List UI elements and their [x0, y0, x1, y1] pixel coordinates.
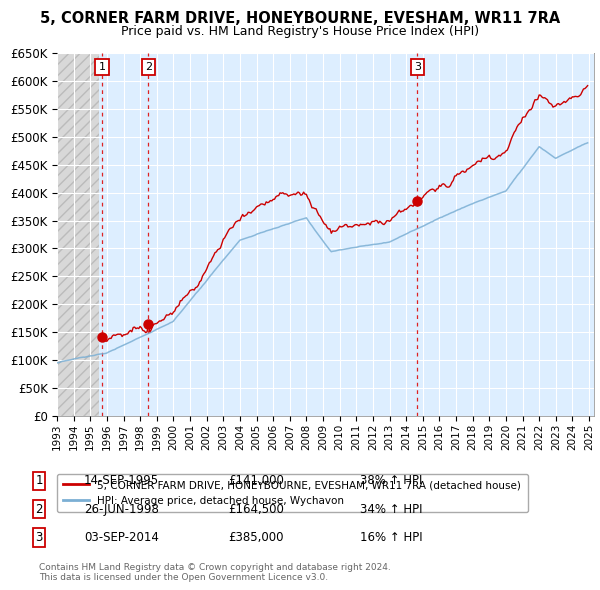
Text: 26-JUN-1998: 26-JUN-1998 — [84, 503, 159, 516]
Text: 5, CORNER FARM DRIVE, HONEYBOURNE, EVESHAM, WR11 7RA: 5, CORNER FARM DRIVE, HONEYBOURNE, EVESH… — [40, 11, 560, 25]
Text: 38% ↑ HPI: 38% ↑ HPI — [360, 474, 422, 487]
Text: 03-SEP-2014: 03-SEP-2014 — [84, 531, 159, 544]
FancyBboxPatch shape — [57, 53, 98, 416]
Text: 16% ↑ HPI: 16% ↑ HPI — [360, 531, 422, 544]
Legend: 5, CORNER FARM DRIVE, HONEYBOURNE, EVESHAM, WR11 7RA (detached house), HPI: Aver: 5, CORNER FARM DRIVE, HONEYBOURNE, EVESH… — [57, 474, 527, 512]
Text: Price paid vs. HM Land Registry's House Price Index (HPI): Price paid vs. HM Land Registry's House … — [121, 25, 479, 38]
Text: 1: 1 — [35, 474, 43, 487]
Text: 3: 3 — [35, 531, 43, 544]
Text: £141,000: £141,000 — [228, 474, 284, 487]
Text: £164,500: £164,500 — [228, 503, 284, 516]
Text: 14-SEP-1995: 14-SEP-1995 — [84, 474, 159, 487]
Text: £385,000: £385,000 — [228, 531, 284, 544]
Text: 34% ↑ HPI: 34% ↑ HPI — [360, 503, 422, 516]
Text: 1: 1 — [98, 62, 106, 72]
Text: 2: 2 — [145, 62, 152, 72]
Text: 3: 3 — [414, 62, 421, 72]
Text: Contains HM Land Registry data © Crown copyright and database right 2024.
This d: Contains HM Land Registry data © Crown c… — [39, 563, 391, 582]
Text: 2: 2 — [35, 503, 43, 516]
